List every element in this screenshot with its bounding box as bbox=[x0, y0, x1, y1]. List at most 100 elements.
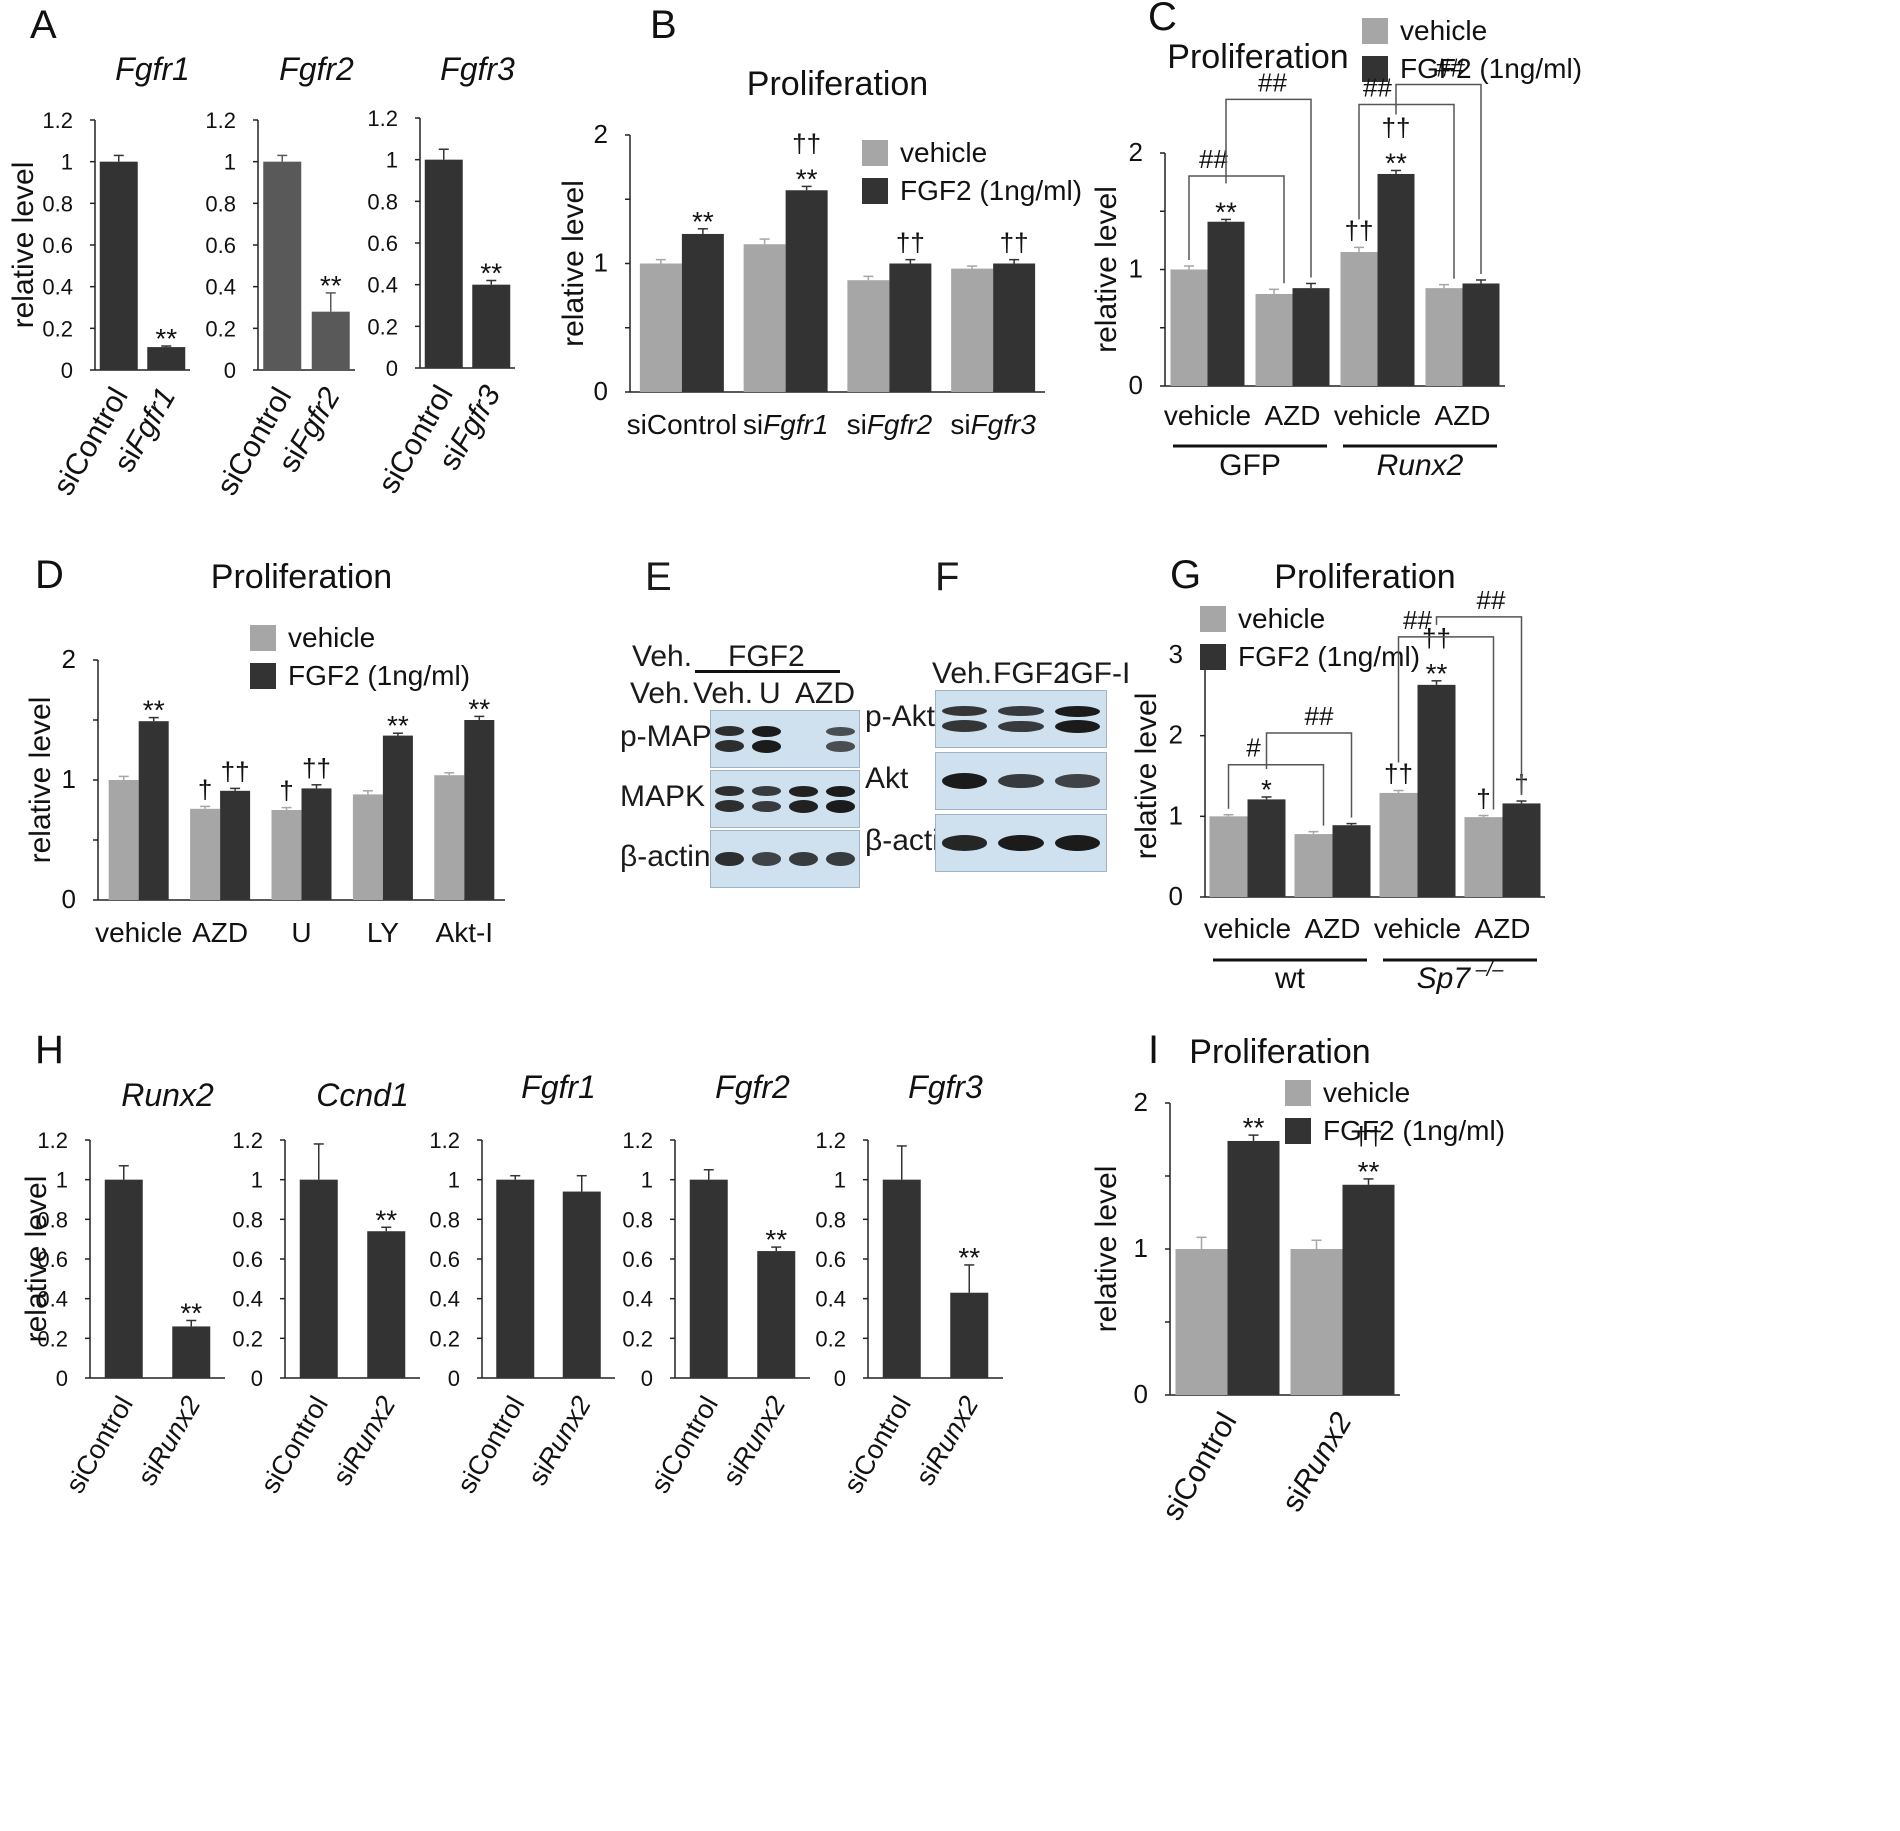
y-tick-label-h5: 0.8 bbox=[815, 1207, 846, 1232]
y-tick-label-b: 2 bbox=[594, 119, 608, 149]
significance-mark-c: †† bbox=[1345, 215, 1374, 245]
y-tick-label-h2: 1.2 bbox=[232, 1128, 263, 1153]
y-tick-label-h5: 1.2 bbox=[815, 1128, 846, 1153]
y-tick-label-h2: 0 bbox=[251, 1366, 263, 1391]
bar-d-vehicle-0 bbox=[108, 780, 139, 900]
bar-c-fgf2-0 bbox=[1207, 221, 1245, 386]
x-category-label-h5: siRunx2 bbox=[910, 1391, 985, 1490]
y-tick-label-a1: 0.2 bbox=[42, 316, 73, 341]
y-axis-label-a1: relative level bbox=[7, 162, 40, 329]
bar-h5-c1-1 bbox=[950, 1292, 989, 1378]
bar-g-fgf2-3 bbox=[1502, 803, 1541, 897]
bar-h4-c1-1 bbox=[757, 1251, 796, 1378]
legend-swatch-vehicle-g bbox=[1200, 606, 1226, 632]
legend-swatch-vehicle-i bbox=[1285, 1080, 1311, 1106]
comparison-bracket-c bbox=[1225, 98, 1312, 278]
significance-mark-g: †† bbox=[1422, 623, 1451, 653]
comparison-bracket-g bbox=[1435, 616, 1523, 796]
y-tick-label-h2: 1 bbox=[251, 1168, 263, 1193]
y-tick-label-h1: 0 bbox=[56, 1366, 68, 1391]
x-category-label-b: siControl bbox=[627, 409, 737, 440]
blot-band bbox=[998, 720, 1044, 733]
blot-band bbox=[825, 740, 856, 752]
significance-mark-h4: ** bbox=[765, 1224, 787, 1255]
bar-b-vehicle-2 bbox=[847, 280, 890, 392]
y-tick-label-h3: 0.4 bbox=[429, 1287, 460, 1312]
chart-title-b: Proliferation bbox=[747, 65, 928, 103]
blot-band bbox=[751, 800, 782, 813]
blot-band bbox=[941, 773, 987, 789]
x-category-label-d: vehicle bbox=[95, 917, 182, 948]
y-tick-label-h1: 1 bbox=[56, 1168, 68, 1193]
y-axis-label-i: relative level bbox=[1090, 1166, 1123, 1333]
y-tick-label-a1: 1 bbox=[61, 150, 73, 175]
bar-c-vehicle-1 bbox=[1255, 293, 1293, 386]
group-label-c: GFP bbox=[1219, 449, 1281, 482]
y-tick-label-a1: 0 bbox=[61, 358, 73, 383]
panel-letter-i: I bbox=[1148, 1028, 1159, 1072]
blot-header-fgf2: FGF2 bbox=[728, 640, 805, 673]
y-tick-label-h1: 0.2 bbox=[37, 1326, 68, 1351]
x-category-label-h2: siRunx2 bbox=[327, 1391, 402, 1490]
blot-band bbox=[714, 851, 745, 867]
y-axis-label-c: relative level bbox=[1090, 186, 1123, 353]
panel-letter-g: G bbox=[1170, 553, 1201, 597]
x-category-label-c: vehicle bbox=[1164, 400, 1251, 431]
blot-header-underline bbox=[695, 670, 840, 673]
y-tick-label-h5: 0.2 bbox=[815, 1326, 846, 1351]
significance-mark-a2: ** bbox=[320, 270, 342, 301]
bar-g-vehicle-1 bbox=[1294, 834, 1333, 897]
x-category-label-g: vehicle bbox=[1374, 913, 1461, 944]
chart-title-d: Proliferation bbox=[211, 558, 392, 596]
blot-band bbox=[1055, 835, 1101, 851]
bar-g-vehicle-2 bbox=[1379, 792, 1418, 897]
blot-strip-e-2 bbox=[710, 830, 860, 888]
y-tick-label-h4: 1 bbox=[641, 1168, 653, 1193]
chart-title-a1: Fgfr1 bbox=[115, 51, 190, 87]
bar-c-fgf2-1 bbox=[1292, 288, 1330, 386]
significance-mark-i: ** bbox=[1358, 1156, 1380, 1187]
bar-d-fgf2-2 bbox=[301, 788, 332, 900]
bar-g-fgf2-1 bbox=[1332, 825, 1371, 897]
blot-row-label-e-1: MAPK bbox=[620, 780, 706, 813]
bar-d-vehicle-2 bbox=[271, 810, 302, 900]
y-tick-label-h4: 0.4 bbox=[622, 1287, 653, 1312]
significance-mark-b: ** bbox=[692, 206, 714, 237]
y-tick-label-a2: 1.2 bbox=[205, 108, 236, 133]
y-tick-label-c: 0 bbox=[1129, 370, 1143, 400]
blot-band bbox=[825, 799, 856, 813]
comparison-label-g: ## bbox=[1403, 605, 1432, 635]
significance-mark-d: ** bbox=[143, 695, 165, 726]
chart-title-i: Proliferation bbox=[1189, 1033, 1370, 1071]
x-category-label-c: vehicle bbox=[1334, 400, 1421, 431]
bar-a2-c0-0 bbox=[263, 161, 302, 370]
x-category-label-d: Akt-I bbox=[436, 917, 494, 948]
western-blot-f: F Veh. FGF2 IGF-I p-Akt Akt β-actin bbox=[865, 555, 1140, 885]
significance-mark-g: †† bbox=[1384, 759, 1413, 789]
bar-i-fgf2-1 bbox=[1342, 1184, 1395, 1395]
y-tick-label-h2: 0.2 bbox=[232, 1326, 263, 1351]
x-category-label-i: siRunx2 bbox=[1276, 1407, 1359, 1518]
chart-title-g: Proliferation bbox=[1274, 558, 1455, 596]
blot-f-lane-1: Veh. bbox=[932, 657, 993, 690]
y-axis-label-b: relative level bbox=[557, 180, 590, 347]
bar-a1-c1-1 bbox=[147, 347, 186, 370]
y-tick-label-a2: 1 bbox=[224, 150, 236, 175]
legend-label-fgf2-i: FGF2 (1ng/ml) bbox=[1323, 1115, 1505, 1146]
bar-b-vehicle-3 bbox=[951, 268, 994, 392]
chart-title-h4: Fgfr2 bbox=[715, 1069, 790, 1105]
blot-band bbox=[751, 786, 782, 797]
bar-a3-c1-1 bbox=[472, 284, 511, 368]
y-tick-label-d: 1 bbox=[62, 764, 76, 794]
y-tick-label-h5: 0.6 bbox=[815, 1247, 846, 1272]
blot-band bbox=[825, 852, 856, 866]
legend-swatch-fgf2-b bbox=[862, 178, 888, 204]
legend-swatch-vehicle-b bbox=[862, 140, 888, 166]
legend-label-fgf2-c: FGF2 (1ng/ml) bbox=[1400, 53, 1582, 84]
bar-g-vehicle-0 bbox=[1209, 816, 1248, 897]
y-tick-label-h4: 0.6 bbox=[622, 1247, 653, 1272]
legend-swatch-vehicle-c bbox=[1362, 18, 1388, 44]
bar-i-vehicle-0 bbox=[1175, 1249, 1228, 1395]
y-tick-label-a1: 1.2 bbox=[42, 108, 73, 133]
bar-d-vehicle-4 bbox=[434, 775, 465, 900]
